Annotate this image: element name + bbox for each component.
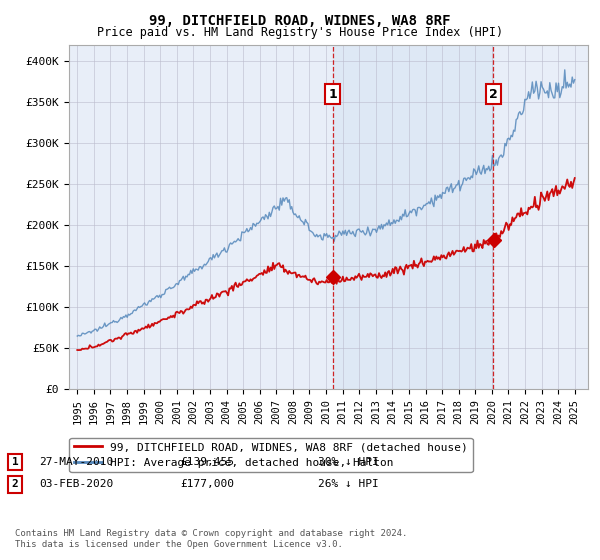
- Text: 27-MAY-2010: 27-MAY-2010: [39, 457, 113, 467]
- Text: 2: 2: [11, 479, 19, 489]
- Text: £139,455: £139,455: [180, 457, 234, 467]
- Legend: 99, DITCHFIELD ROAD, WIDNES, WA8 8RF (detached house), HPI: Average price, detac: 99, DITCHFIELD ROAD, WIDNES, WA8 8RF (de…: [70, 438, 473, 472]
- Bar: [332, 45, 493, 389]
- Text: Price paid vs. HM Land Registry's House Price Index (HPI): Price paid vs. HM Land Registry's House …: [97, 26, 503, 39]
- Text: 1: 1: [11, 457, 19, 467]
- Text: £177,000: £177,000: [180, 479, 234, 489]
- Text: Contains HM Land Registry data © Crown copyright and database right 2024.
This d: Contains HM Land Registry data © Crown c…: [15, 529, 407, 549]
- Text: 26% ↓ HPI: 26% ↓ HPI: [318, 479, 379, 489]
- Text: 2: 2: [489, 87, 498, 100]
- Text: 99, DITCHFIELD ROAD, WIDNES, WA8 8RF: 99, DITCHFIELD ROAD, WIDNES, WA8 8RF: [149, 14, 451, 28]
- Text: 30% ↓ HPI: 30% ↓ HPI: [318, 457, 379, 467]
- Text: 03-FEB-2020: 03-FEB-2020: [39, 479, 113, 489]
- Text: 1: 1: [328, 87, 337, 100]
